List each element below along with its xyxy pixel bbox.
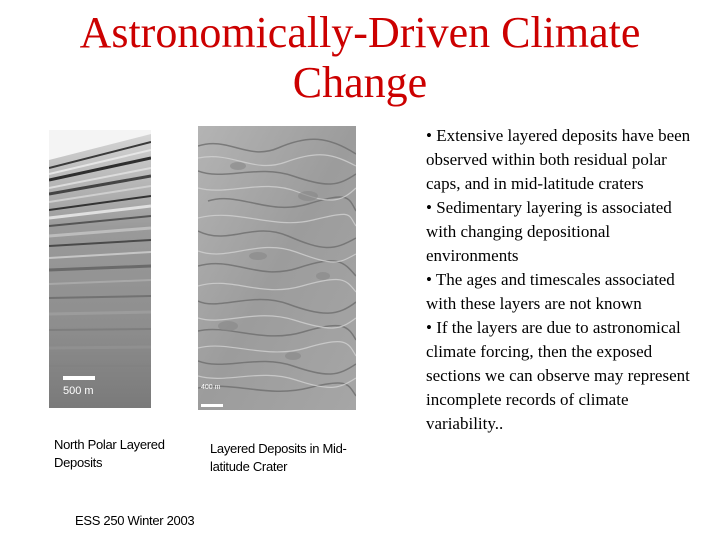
slide-title: Astronomically-Driven Climate Change (79, 8, 641, 107)
slide-footer: ESS 250 Winter 2003 (75, 513, 195, 528)
right-image-caption: Layered Deposits in Mid-latitude Crater (210, 441, 347, 474)
bullet-item: • Extensive layered deposits have been o… (426, 126, 691, 193)
scale-bar-label: 500 m (63, 385, 94, 397)
bullet-item: • If the layers are due to astronomical … (426, 318, 690, 433)
bullet-item: • The ages and timescales associated wit… (426, 270, 675, 313)
mid-latitude-crater-image: 400 m (198, 126, 356, 410)
left-image-caption: North Polar Layered Deposits (54, 437, 165, 470)
north-polar-layered-deposits-image: 500 m (49, 130, 151, 408)
bullet-item: • Sedimentary layering is associated wit… (426, 198, 672, 265)
bullet-list: • Extensive layered deposits have been o… (426, 124, 696, 436)
scale-bar-label: 400 m (201, 384, 221, 391)
